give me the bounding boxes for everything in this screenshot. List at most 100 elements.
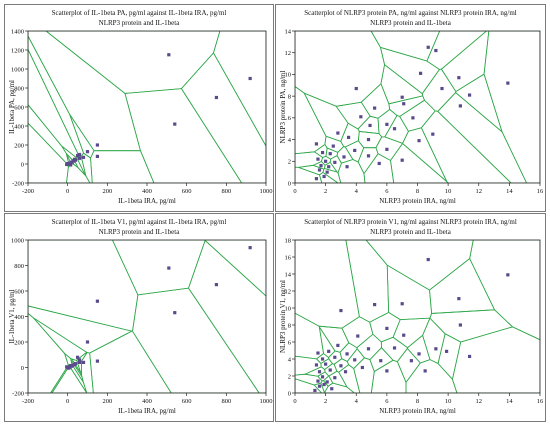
y-tick-label: 4	[288, 137, 292, 144]
voronoi-cell	[28, 312, 69, 393]
voronoi-cells	[295, 31, 540, 183]
data-point	[173, 122, 177, 126]
data-point	[333, 160, 337, 164]
voronoi-cell	[28, 122, 69, 183]
data-point	[95, 359, 100, 363]
voronoi-cell	[312, 161, 326, 170]
voronoi-cell	[89, 330, 172, 393]
data-point	[317, 370, 322, 374]
y-tick-label: 0	[288, 390, 291, 397]
voronoi-cell	[90, 150, 155, 183]
voronoi-cell	[441, 31, 490, 92]
data-point	[368, 123, 372, 128]
data-point	[167, 53, 171, 57]
data-point	[167, 266, 171, 270]
data-point	[81, 360, 86, 364]
data-point	[400, 302, 404, 306]
x-tick-label: 10	[445, 398, 452, 405]
voronoi-cell	[340, 122, 360, 148]
x-axis-label: NLRP3 protein IRA, ng/ml	[379, 407, 456, 415]
data-point	[431, 132, 435, 136]
voronoi-cell	[380, 47, 440, 95]
voronoi-cell	[181, 52, 266, 183]
chart-title: Scatterplot of NLRP3 protein V1, ng/ml a…	[304, 218, 517, 226]
data-point	[426, 45, 430, 49]
voronoi-cell	[396, 348, 421, 383]
data-point	[423, 369, 427, 373]
data-point	[506, 81, 510, 85]
data-point	[373, 106, 377, 110]
data-point	[343, 370, 348, 374]
data-point	[75, 153, 80, 158]
voronoi-cell	[429, 309, 513, 343]
data-point	[342, 155, 346, 159]
voronoi-cell	[386, 264, 433, 321]
x-tick-label: 800	[221, 188, 231, 195]
data-point	[324, 362, 328, 366]
voronoi-cell	[295, 166, 323, 183]
data-point	[320, 151, 325, 155]
x-tick-label: 4	[355, 188, 359, 195]
data-point	[328, 368, 332, 372]
x-tick-label: 200	[102, 398, 112, 405]
data-point	[95, 154, 100, 158]
x-tick-label: 0	[66, 188, 69, 195]
y-tick-label: 200	[14, 339, 24, 346]
voronoi-cell	[319, 172, 339, 183]
y-tick-label: 800	[14, 263, 24, 270]
data-point	[418, 71, 423, 75]
voronoi-cell	[28, 31, 141, 152]
data-point	[360, 365, 364, 370]
data-point	[65, 365, 69, 369]
y-axis-label: NLRP3 protein V1, ng/ml	[279, 280, 287, 353]
y-tick-label: 12	[285, 50, 292, 57]
data-point	[359, 115, 363, 119]
data-point	[320, 357, 325, 361]
data-point	[417, 139, 421, 143]
data-point	[214, 283, 219, 287]
data-point	[85, 340, 90, 344]
x-tick-label: 200	[102, 188, 112, 195]
y-tick-label: 14	[285, 28, 292, 35]
x-tick-label: -200	[22, 188, 34, 195]
voronoi-cells	[28, 240, 266, 393]
voronoi-cell	[124, 88, 243, 183]
voronoi-cell	[402, 127, 448, 183]
y-tick-label: 400	[14, 314, 24, 321]
voronoi-cell	[303, 92, 349, 142]
y-tick-label: 8	[288, 322, 291, 329]
voronoi-cell	[422, 317, 446, 364]
data-point	[402, 102, 406, 106]
y-tick-label: 1400	[11, 28, 24, 35]
data-point	[73, 362, 77, 366]
y-tick-label: 0	[288, 180, 291, 187]
data-point	[385, 122, 389, 126]
chart-panel-top-left	[4, 4, 274, 212]
data-point	[409, 359, 413, 363]
x-tick-label: 600	[182, 188, 192, 195]
voronoi-cell	[429, 258, 495, 314]
data-point	[444, 349, 449, 353]
chart-2: Scatterplot of NLRP3 protein PA, ng/ml a…	[279, 9, 544, 205]
voronoi-cell	[369, 312, 401, 343]
y-tick-label: 8	[288, 93, 291, 100]
data-point	[73, 157, 77, 161]
data-point	[458, 104, 462, 108]
voronoi-cell	[390, 143, 449, 183]
y-tick-label: -200	[12, 180, 24, 187]
x-tick-label: 16	[537, 398, 544, 405]
data-point	[354, 86, 358, 91]
data-point	[69, 163, 73, 167]
data-point	[248, 76, 252, 81]
data-point	[214, 95, 219, 100]
voronoi-cell	[32, 317, 88, 361]
data-point	[366, 154, 371, 158]
data-point	[77, 156, 82, 160]
data-point	[373, 303, 377, 307]
voronoi-cells	[28, 31, 266, 183]
data-point	[65, 162, 69, 167]
x-tick-label: 10	[445, 188, 452, 195]
x-tick-label: 6	[385, 188, 389, 195]
data-point	[316, 379, 320, 383]
data-point	[377, 161, 381, 166]
